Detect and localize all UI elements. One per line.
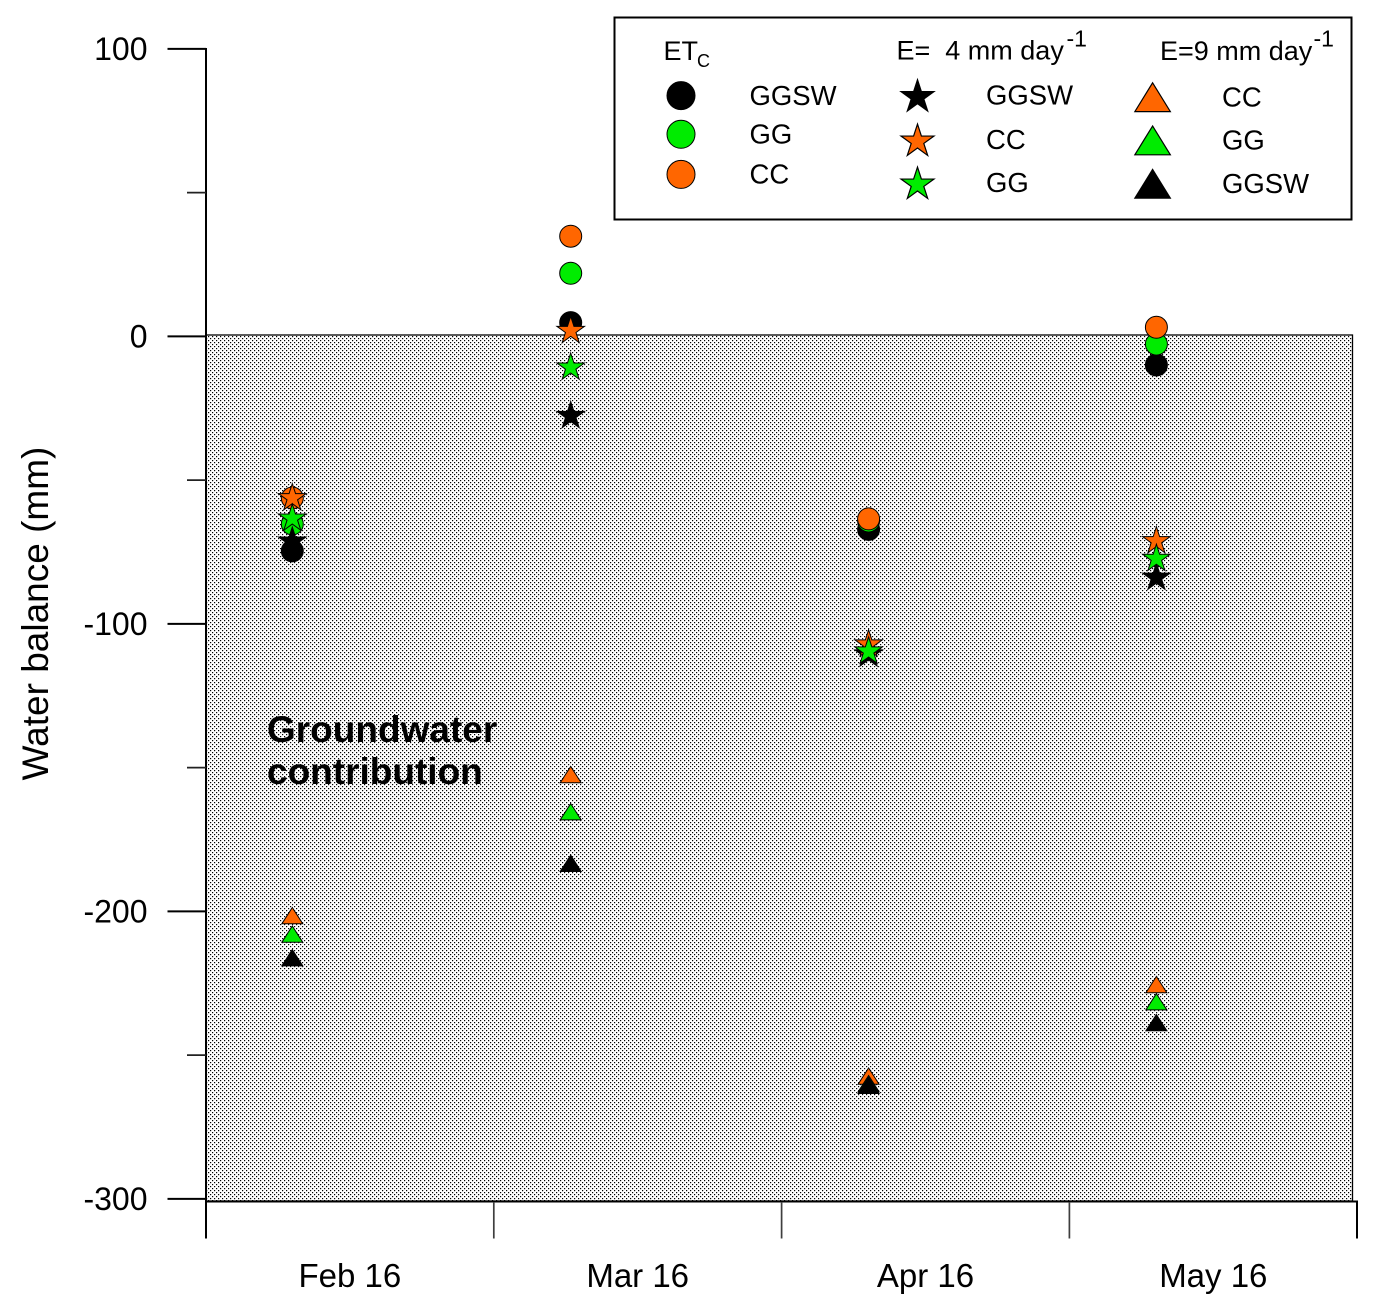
svg-text:E=9 mm day: E=9 mm day	[1160, 36, 1313, 66]
svg-text:-100: -100	[83, 606, 147, 642]
svg-text:ET: ET	[664, 36, 699, 66]
svg-text:GG: GG	[1222, 125, 1265, 156]
svg-text:-1: -1	[1314, 26, 1334, 52]
svg-text:Water balance (mm): Water balance (mm)	[15, 447, 56, 781]
svg-text:-300: -300	[83, 1181, 147, 1217]
svg-text:-1: -1	[1067, 26, 1087, 52]
svg-text:Mar 16: Mar 16	[586, 1257, 689, 1294]
svg-text:Apr 16: Apr 16	[877, 1257, 974, 1294]
svg-text:C: C	[697, 51, 710, 71]
svg-text:GGSW: GGSW	[1222, 168, 1309, 199]
svg-text:Feb 16: Feb 16	[299, 1257, 402, 1294]
svg-text:May 16: May 16	[1159, 1257, 1267, 1294]
svg-text:GG: GG	[750, 119, 793, 150]
svg-text:CC: CC	[1222, 82, 1262, 113]
svg-text:CC: CC	[750, 159, 790, 190]
svg-text:-200: -200	[83, 893, 147, 929]
svg-text:contribution: contribution	[267, 751, 483, 792]
svg-text:GGSW: GGSW	[750, 80, 837, 111]
svg-text:Groundwater: Groundwater	[267, 709, 497, 750]
svg-text:100: 100	[94, 31, 147, 67]
svg-text:GGSW: GGSW	[986, 80, 1073, 111]
svg-text:CC: CC	[986, 124, 1026, 155]
svg-text:GG: GG	[986, 167, 1029, 198]
svg-text:E= 4 mm day: E= 4 mm day	[897, 36, 1065, 66]
svg-text:0: 0	[130, 318, 148, 354]
